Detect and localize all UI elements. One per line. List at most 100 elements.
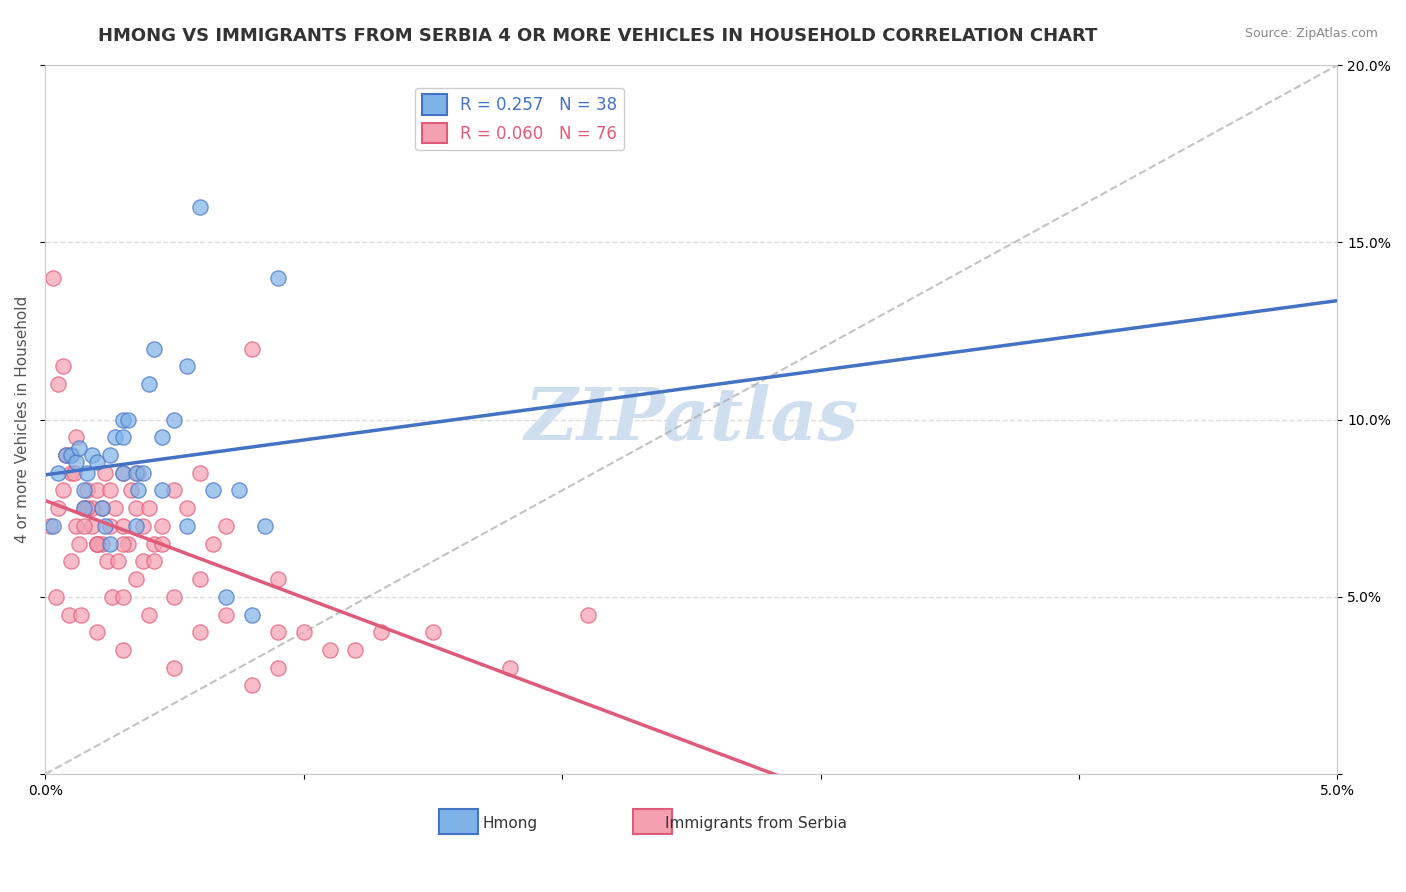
Point: [39, 519, 62, 533]
Point: [76, 501, 98, 516]
Point: [62, 466, 84, 480]
Point: [73, 519, 96, 533]
Point: [45, 590, 67, 604]
Point: [240, 678, 263, 692]
Point: [215, 607, 238, 622]
Point: [499, 661, 522, 675]
Point: [318, 643, 340, 657]
Point: [125, 519, 148, 533]
Point: [91, 501, 114, 516]
Point: [163, 412, 186, 426]
Point: [253, 519, 276, 533]
Point: [111, 466, 134, 480]
Point: [60, 448, 83, 462]
Point: [138, 607, 160, 622]
Legend: R = 0.257   N = 38, R = 0.060   N = 76: R = 0.257 N = 38, R = 0.060 N = 76: [415, 87, 624, 150]
Point: [125, 466, 148, 480]
Point: [91, 501, 114, 516]
Point: [240, 342, 263, 356]
Point: [228, 483, 250, 498]
Point: [202, 483, 225, 498]
Point: [576, 607, 599, 622]
Point: [93, 519, 115, 533]
Point: [150, 483, 173, 498]
Point: [188, 466, 211, 480]
Point: [215, 519, 238, 533]
Point: [188, 572, 211, 586]
Point: [46, 466, 69, 480]
Point: [422, 625, 444, 640]
Point: [42, 270, 65, 285]
Point: [86, 536, 108, 550]
Point: [58, 607, 80, 622]
Point: [127, 466, 149, 480]
Point: [215, 590, 238, 604]
Point: [163, 661, 186, 675]
Point: [104, 430, 127, 444]
Point: [67, 536, 90, 550]
Point: [60, 554, 83, 568]
Point: [80, 519, 103, 533]
Text: Hmong: Hmong: [482, 816, 538, 831]
Point: [138, 501, 160, 516]
Text: ZIPatlas: ZIPatlas: [524, 384, 859, 455]
Point: [46, 377, 69, 392]
Point: [132, 554, 155, 568]
FancyBboxPatch shape: [633, 809, 672, 834]
Point: [101, 590, 124, 604]
Point: [70, 607, 93, 622]
Point: [73, 501, 96, 516]
Point: [86, 625, 108, 640]
Y-axis label: 4 or more Vehicles in Household: 4 or more Vehicles in Household: [15, 296, 30, 543]
Point: [142, 536, 165, 550]
Point: [150, 519, 173, 533]
Point: [86, 483, 108, 498]
Point: [150, 536, 173, 550]
Point: [125, 572, 148, 586]
Point: [98, 536, 121, 550]
Point: [111, 519, 134, 533]
Point: [111, 466, 134, 480]
Point: [117, 412, 139, 426]
Point: [163, 590, 186, 604]
Point: [80, 501, 103, 516]
Text: Immigrants from Serbia: Immigrants from Serbia: [665, 816, 846, 831]
Text: Source: ZipAtlas.com: Source: ZipAtlas.com: [1244, 27, 1378, 40]
Point: [267, 270, 290, 285]
Point: [111, 430, 134, 444]
Point: [65, 455, 87, 469]
Point: [142, 342, 165, 356]
Point: [267, 661, 290, 675]
Point: [292, 625, 315, 640]
Point: [163, 483, 186, 498]
Point: [76, 466, 98, 480]
Point: [111, 536, 134, 550]
Point: [52, 483, 75, 498]
Point: [150, 430, 173, 444]
Point: [138, 377, 160, 392]
Point: [344, 643, 367, 657]
Point: [98, 519, 121, 533]
Point: [132, 519, 155, 533]
Point: [188, 625, 211, 640]
Point: [240, 607, 263, 622]
Point: [65, 430, 87, 444]
Point: [86, 536, 108, 550]
Point: [52, 359, 75, 374]
Point: [55, 448, 77, 462]
Point: [117, 536, 139, 550]
Point: [46, 501, 69, 516]
Point: [60, 466, 83, 480]
Point: [91, 536, 114, 550]
Point: [55, 448, 77, 462]
FancyBboxPatch shape: [440, 809, 478, 834]
Point: [98, 483, 121, 498]
Point: [176, 359, 198, 374]
Point: [370, 625, 392, 640]
Point: [65, 519, 87, 533]
Point: [132, 466, 155, 480]
Text: HMONG VS IMMIGRANTS FROM SERBIA 4 OR MORE VEHICLES IN HOUSEHOLD CORRELATION CHAR: HMONG VS IMMIGRANTS FROM SERBIA 4 OR MOR…: [98, 27, 1098, 45]
Point: [188, 200, 211, 214]
Point: [93, 466, 115, 480]
Point: [80, 448, 103, 462]
